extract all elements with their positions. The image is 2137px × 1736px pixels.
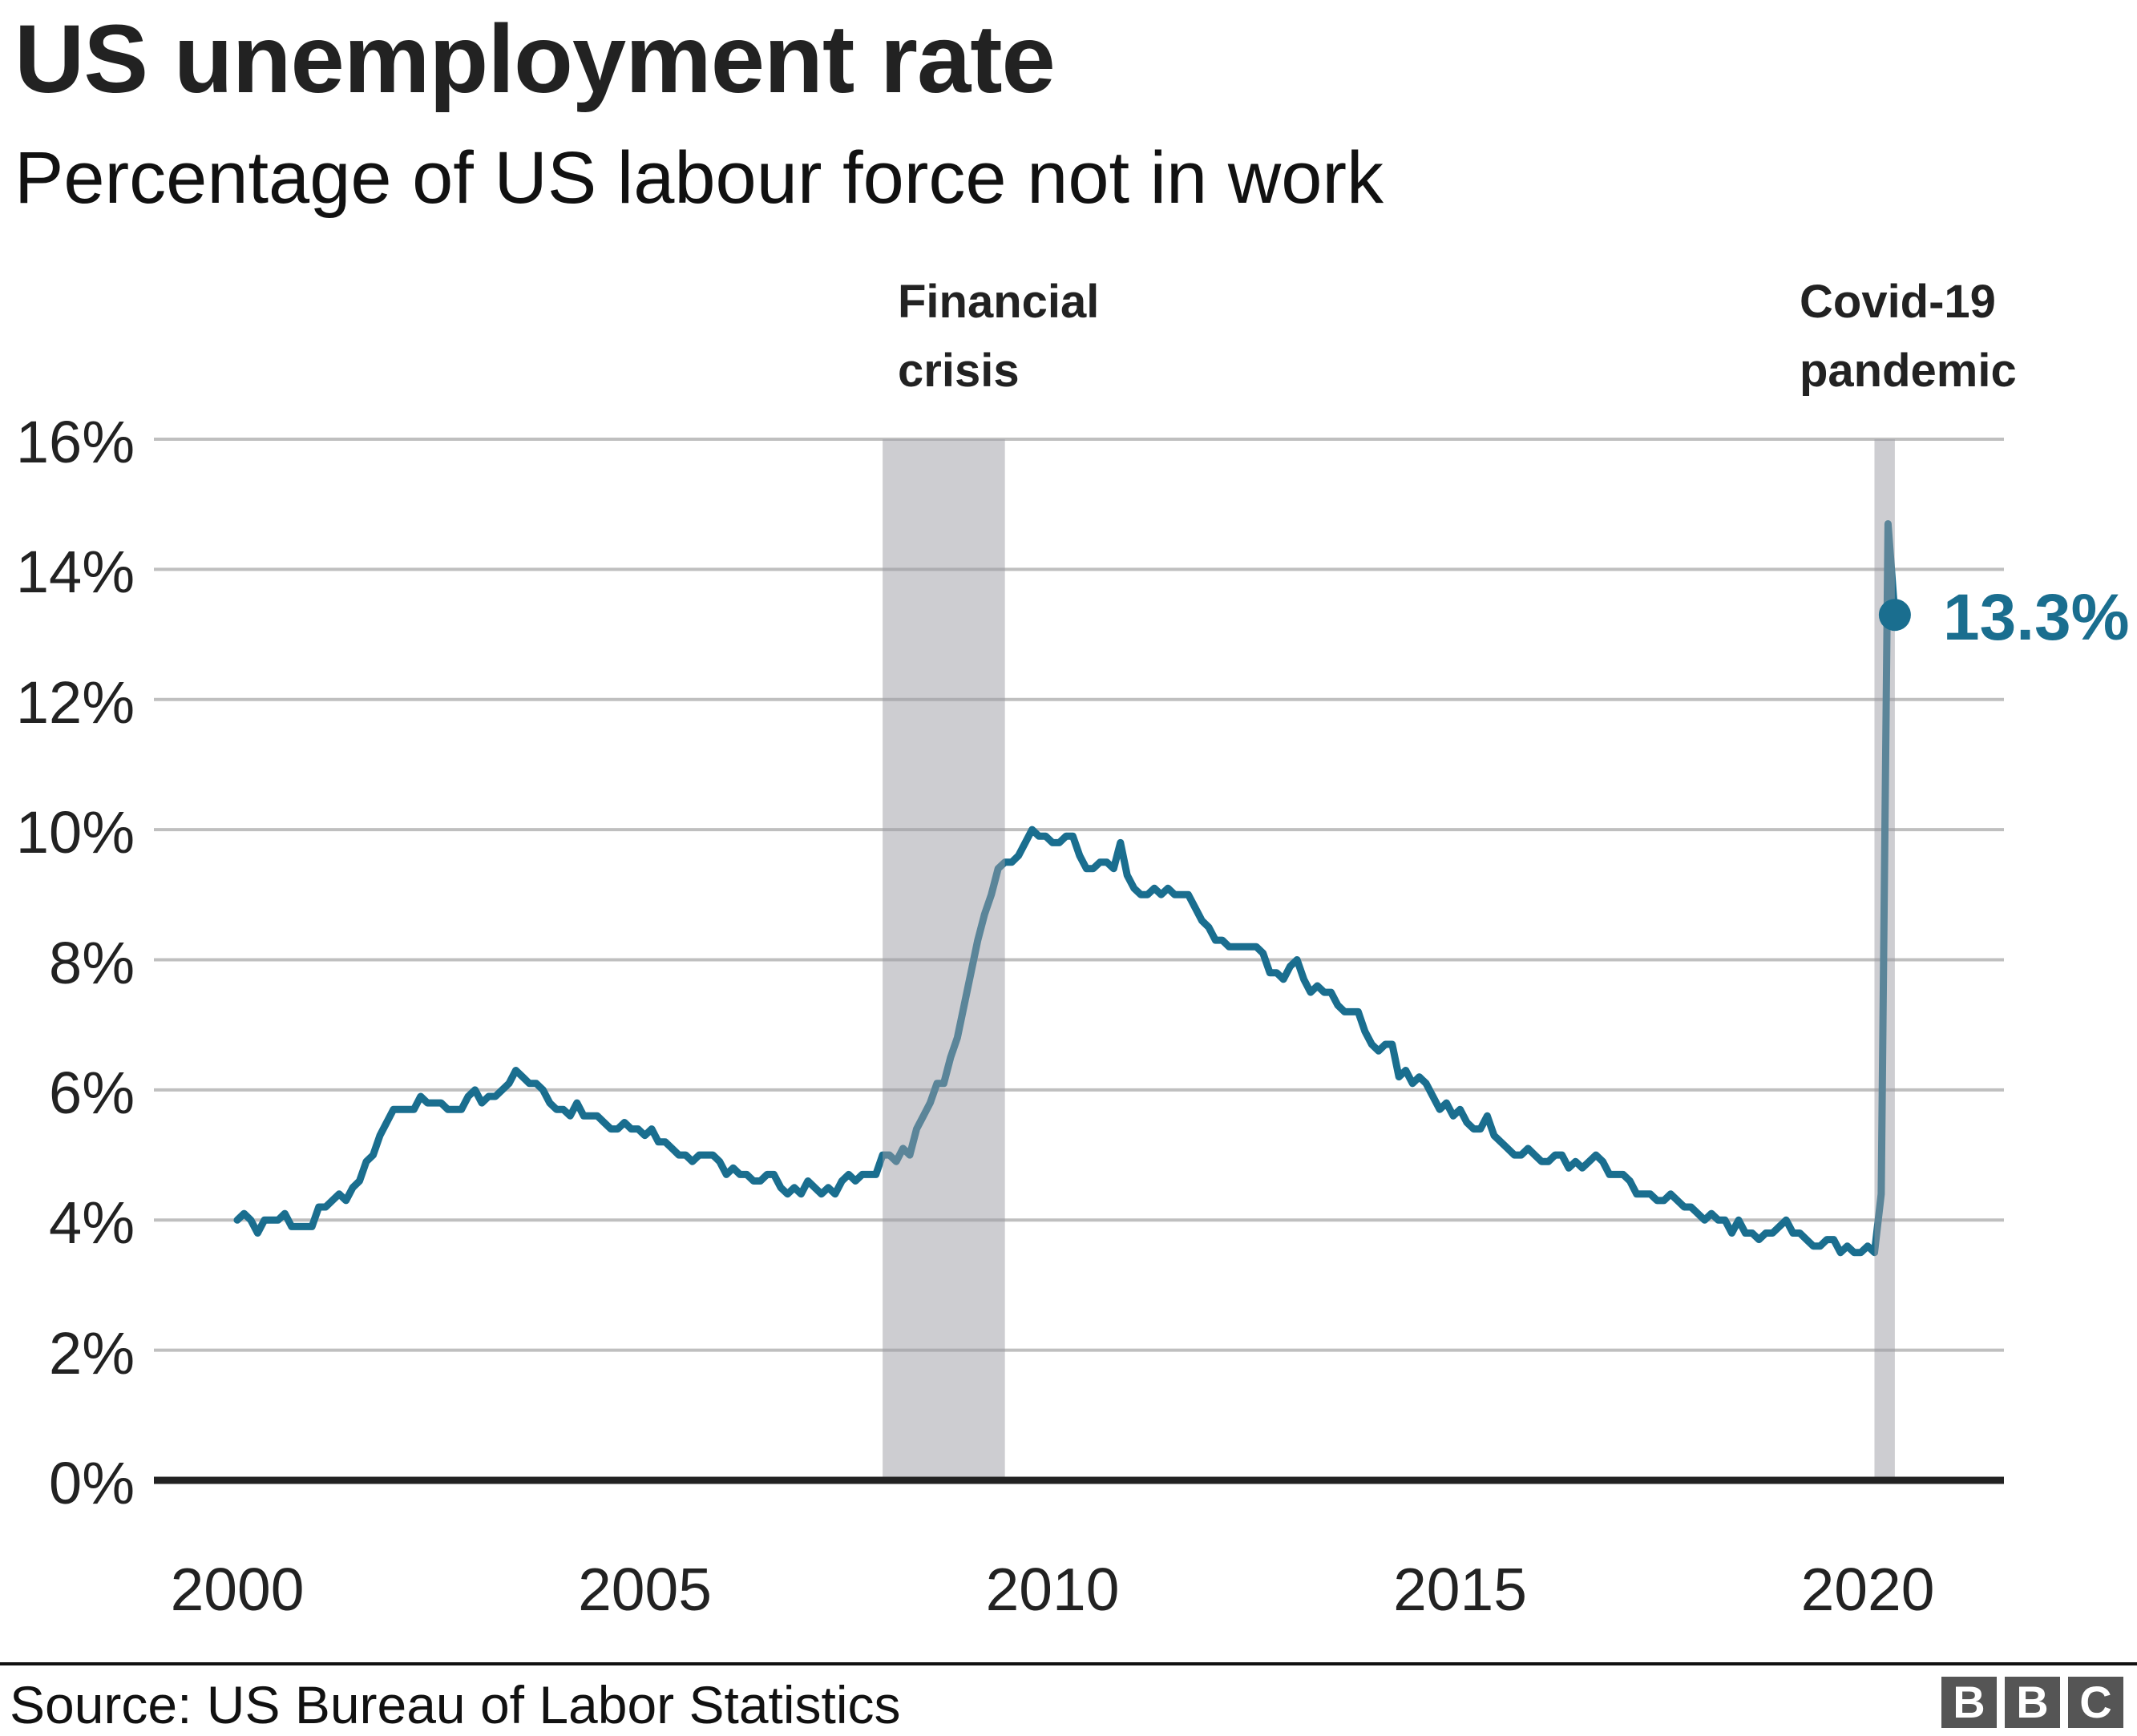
shaded-period-band [1874, 439, 1895, 1480]
y-tick-label: 14% [15, 539, 135, 606]
y-tick-label: 6% [49, 1059, 135, 1126]
bbc-logo-block: B [2005, 1677, 2060, 1728]
y-tick-label: 0% [49, 1450, 135, 1516]
bbc-logo-block: B [1941, 1677, 1997, 1728]
y-tick-label: 16% [15, 409, 135, 475]
bbc-logo-block: C [2068, 1677, 2123, 1728]
financial-crisis-label-line2: crisis [898, 345, 1020, 397]
unemployment-line [233, 520, 1899, 1257]
x-tick-label: 2000 [170, 1556, 305, 1623]
source-note: Source: US Bureau of Labor Statistics [10, 1675, 901, 1734]
latest-value-marker [1878, 599, 1911, 632]
y-tick-label: 8% [49, 929, 135, 996]
bbc-logo: B B C [1941, 1677, 2123, 1728]
covid-label-line2: pandemic [1800, 345, 2017, 397]
chart-title: US unemployment rate [14, 4, 1056, 113]
y-tick-label: 12% [15, 668, 135, 736]
chart-subtitle: Percentage of US labour force not in wor… [14, 137, 1384, 219]
covid-annotation: Covid-19 pandemic [1800, 268, 2017, 406]
shaded-period-band [883, 439, 1005, 1480]
x-tick-label: 2015 [1393, 1556, 1527, 1623]
y-tick-label: 4% [49, 1189, 135, 1257]
financial-crisis-label-line1: Financial [898, 276, 1100, 328]
x-tick-label: 2010 [985, 1556, 1120, 1623]
footer-divider [0, 1662, 2137, 1665]
y-tick-label: 2% [49, 1319, 135, 1387]
gridlines [154, 438, 2004, 1352]
x-tick-label: 2020 [1800, 1556, 1935, 1623]
covid-label-line1: Covid-19 [1800, 276, 1996, 328]
latest-value-callout: 13.3% [1943, 581, 2130, 654]
financial-crisis-annotation: Financial crisis [898, 268, 1099, 406]
y-tick-label: 10% [15, 799, 135, 866]
x-tick-label: 2005 [578, 1556, 712, 1623]
